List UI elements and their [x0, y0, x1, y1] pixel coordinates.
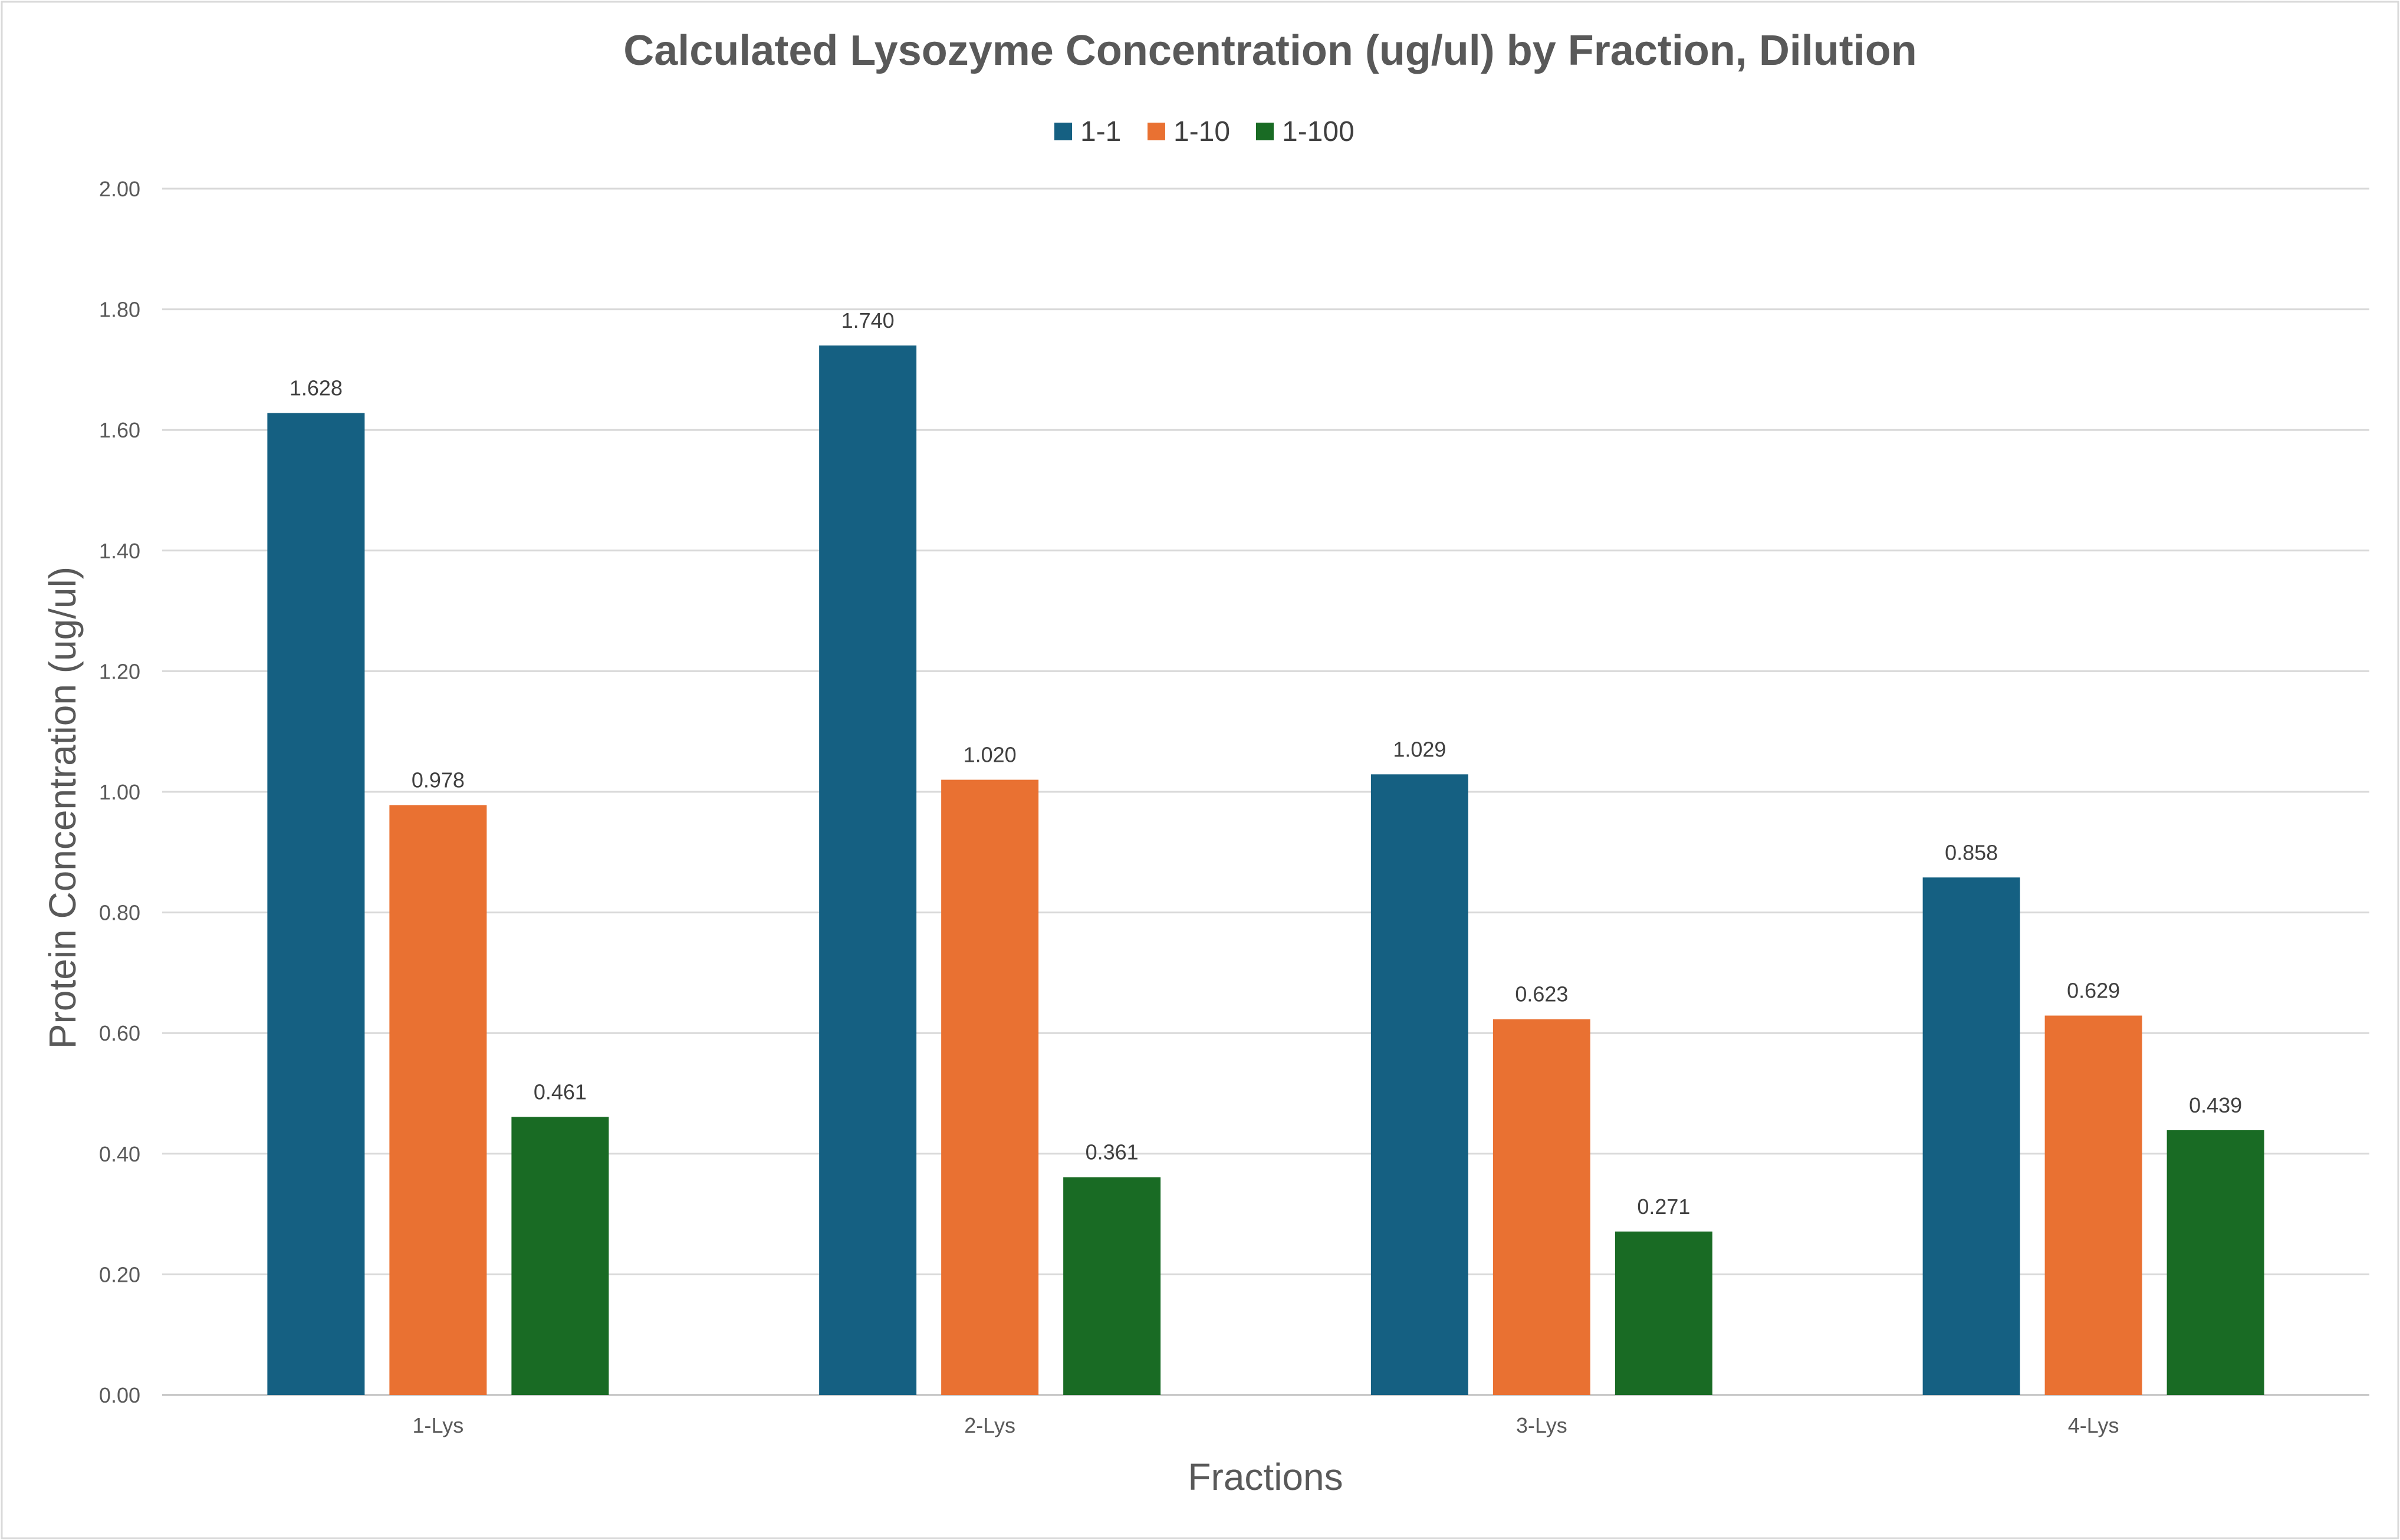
- x-axis-title: Fractions: [1188, 1456, 1343, 1498]
- bars: [267, 345, 2264, 1395]
- data-label: 0.439: [2189, 1093, 2242, 1117]
- y-tick-label: 1.20: [99, 659, 140, 683]
- y-tick-label: 0.00: [99, 1383, 140, 1407]
- legend-swatch: [1148, 123, 1165, 140]
- bar-1-100-3-Lys: [1615, 1231, 1712, 1395]
- data-label: 1.029: [1393, 737, 1446, 761]
- data-label: 1.740: [841, 308, 895, 333]
- data-labels: 1.628 0.978 0.461 1.740 1.020 0.361 1.029 0.623…: [290, 308, 2242, 1219]
- bar-1-1-2-Lys: [819, 345, 917, 1395]
- data-label: 0.271: [1637, 1195, 1690, 1219]
- data-label: 0.978: [412, 768, 465, 792]
- bar-1-10-4-Lys: [2044, 1015, 2142, 1395]
- bar-1-10-1-Lys: [389, 805, 487, 1395]
- chart-title: Calculated Lysozyme Concentration (ug/ul…: [623, 27, 1917, 74]
- bar-1-10-2-Lys: [941, 779, 1039, 1395]
- y-tick-label: 1.60: [99, 418, 140, 442]
- data-label: 1.020: [964, 743, 1017, 767]
- y-tick-label: 2.00: [99, 177, 140, 201]
- data-label: 1.628: [290, 376, 343, 400]
- y-axis-tick-labels: 0.00 0.20 0.40 0.60 0.80 1.00 1.20 1.40 1.60 1.80…: [99, 177, 140, 1407]
- y-tick-label: 1.40: [99, 539, 140, 563]
- x-tick-label: 4-Lys: [2068, 1413, 2119, 1437]
- y-tick-label: 0.40: [99, 1142, 140, 1166]
- legend: 1-1 1-10 1-100: [1054, 116, 1354, 147]
- x-tick-label: 2-Lys: [964, 1413, 1015, 1437]
- y-tick-label: 0.20: [99, 1262, 140, 1286]
- bar-1-100-1-Lys: [511, 1117, 609, 1395]
- legend-swatch: [1054, 123, 1072, 140]
- y-axis-title: Protein Concentration (ug/ul): [41, 567, 84, 1049]
- data-label: 0.629: [2067, 979, 2120, 1003]
- bar-1-1-4-Lys: [1922, 877, 2020, 1395]
- x-axis-tick-labels: 1-Lys 2-Lys 3-Lys 4-Lys: [413, 1413, 2119, 1437]
- bar-1-1-1-Lys: [267, 413, 365, 1395]
- y-tick-label: 1.80: [99, 298, 140, 322]
- bar-1-100-2-Lys: [1063, 1177, 1161, 1395]
- legend-label: 1-1: [1080, 116, 1121, 147]
- data-label: 0.858: [1945, 840, 1998, 864]
- legend-label: 1-100: [1282, 116, 1354, 147]
- x-tick-label: 1-Lys: [413, 1413, 464, 1437]
- data-label: 0.461: [534, 1080, 587, 1104]
- x-tick-label: 3-Lys: [1516, 1413, 1567, 1437]
- y-tick-label: 0.80: [99, 901, 140, 925]
- bar-1-100-4-Lys: [2166, 1130, 2264, 1395]
- bar-1-10-3-Lys: [1492, 1019, 1590, 1395]
- data-label: 0.361: [1086, 1140, 1139, 1164]
- data-label: 0.623: [1515, 982, 1568, 1006]
- bar-1-1-3-Lys: [1370, 774, 1468, 1395]
- y-tick-label: 1.00: [99, 780, 140, 804]
- y-tick-label: 0.60: [99, 1021, 140, 1045]
- legend-swatch: [1256, 123, 1274, 140]
- legend-label: 1-10: [1173, 116, 1230, 147]
